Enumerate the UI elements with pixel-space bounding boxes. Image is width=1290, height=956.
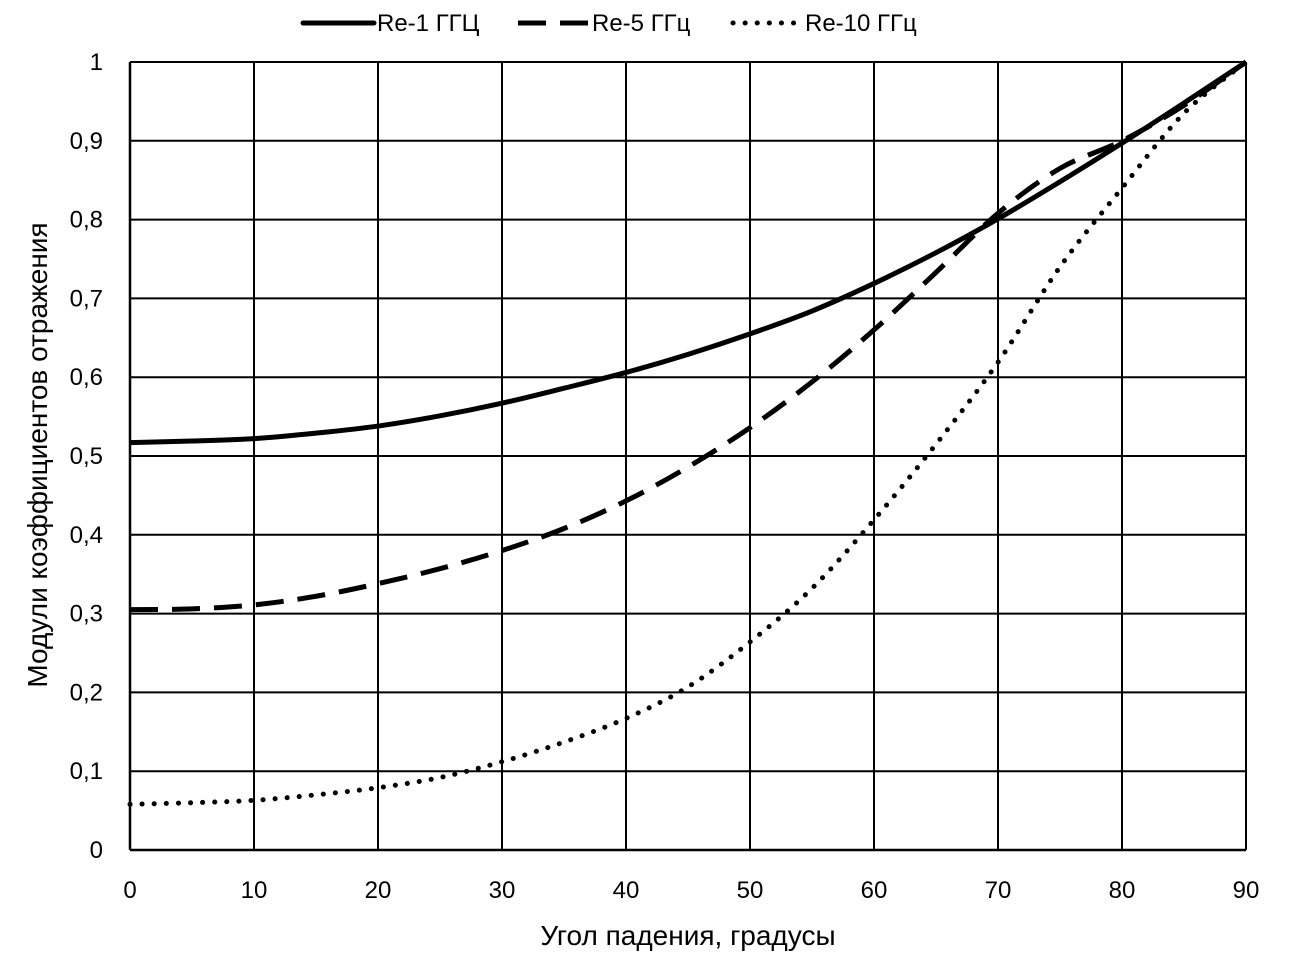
y-axis-title: Модули коэффициентов отражения — [22, 222, 53, 687]
x-tick-label: 30 — [489, 877, 516, 904]
y-tick-label: 0,3 — [70, 601, 103, 628]
y-tick-label: 0,8 — [70, 207, 103, 234]
x-tick-label: 20 — [365, 877, 392, 904]
x-axis-title: Угол падения, градусы — [540, 920, 835, 951]
y-tick-label: 0,2 — [70, 679, 103, 706]
x-tick-labels: 0 10 20 30 40 50 60 70 80 90 — [123, 877, 1259, 904]
series-line-1 — [129, 59, 1248, 446]
x-tick-label: 60 — [861, 877, 888, 904]
axes — [128, 62, 1246, 852]
y-tick-label: 0 — [90, 837, 103, 864]
series-line-2 — [129, 59, 1248, 613]
y-tick-label: 0,5 — [70, 443, 103, 470]
x-tick-label: 80 — [1109, 877, 1136, 904]
x-tick-label: 90 — [1233, 877, 1260, 904]
x-tick-label: 70 — [985, 877, 1012, 904]
series-lines — [127, 59, 1249, 807]
y-tick-labels: 0 0,1 0,2 0,3 0,4 0,5 0,6 0,7 0,8 0,9 1 — [70, 49, 103, 864]
y-tick-label: 0,9 — [70, 128, 103, 155]
x-tick-label: 10 — [241, 877, 268, 904]
y-tick-label: 0,7 — [70, 285, 103, 312]
legend-label-2: Re-5 ГГц — [592, 10, 691, 37]
y-tick-label: 0,6 — [70, 364, 103, 391]
x-tick-label: 50 — [737, 877, 764, 904]
legend-label-1: Re-1 ГГЦ — [377, 10, 480, 37]
x-tick-label: 0 — [123, 877, 136, 904]
grid — [129, 61, 1247, 851]
y-tick-label: 1 — [90, 49, 103, 76]
legend: Re-1 ГГЦ Re-5 ГГц Re-10 ГГц — [300, 10, 917, 37]
legend-label-3: Re-10 ГГц — [805, 10, 917, 37]
series-line-3 — [127, 59, 1249, 807]
y-tick-label: 0,1 — [70, 758, 103, 785]
y-tick-label: 0,4 — [70, 522, 103, 549]
x-tick-label: 40 — [613, 877, 640, 904]
